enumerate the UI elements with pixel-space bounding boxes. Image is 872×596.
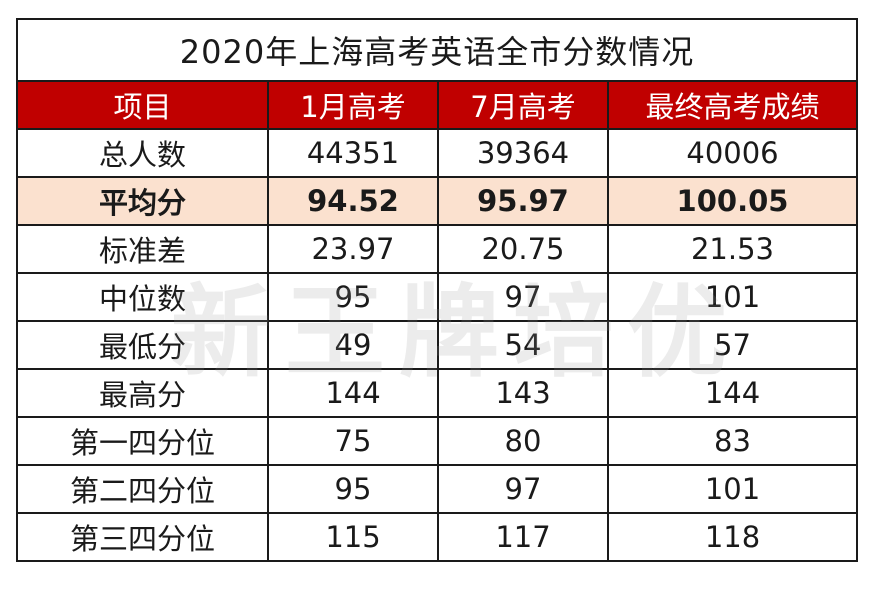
table-row: 中位数 95 97 101 <box>16 272 859 322</box>
cell-final: 144 <box>606 368 859 418</box>
cell-jan: 115 <box>267 512 439 562</box>
row-label: 第一四分位 <box>16 416 269 466</box>
cell-jan: 95 <box>267 272 439 322</box>
title-row: 2020年上海高考英语全市分数情况 <box>15 18 859 82</box>
cell-jul: 39364 <box>437 128 609 178</box>
row-label: 最高分 <box>16 368 269 418</box>
table-row: 平均分 94.52 95.97 100.05 <box>16 176 859 226</box>
row-label: 第三四分位 <box>16 512 269 562</box>
cell-final: 101 <box>606 272 859 322</box>
cell-jul: 97 <box>437 464 609 514</box>
row-label: 总人数 <box>16 128 269 178</box>
table-title: 2020年上海高考英语全市分数情况 <box>15 18 859 82</box>
table-row: 总人数 44351 39364 40006 <box>16 128 859 178</box>
cell-jan: 94.52 <box>267 176 439 226</box>
cell-jan: 75 <box>267 416 439 466</box>
score-table-container: 2020年上海高考英语全市分数情况 项目 1月高考 7月高考 最终高考成绩 总人… <box>15 18 859 580</box>
cell-final: 83 <box>606 416 859 466</box>
header-item: 项目 <box>16 80 269 130</box>
cell-final: 101 <box>606 464 859 514</box>
cell-jul: 143 <box>437 368 609 418</box>
cell-jan: 95 <box>267 464 439 514</box>
cell-final: 57 <box>606 320 859 370</box>
row-label: 平均分 <box>16 176 269 226</box>
header-final: 最终高考成绩 <box>606 80 859 130</box>
header-row: 项目 1月高考 7月高考 最终高考成绩 <box>16 80 859 130</box>
header-jan: 1月高考 <box>267 80 439 130</box>
score-table: 2020年上海高考英语全市分数情况 项目 1月高考 7月高考 最终高考成绩 总人… <box>15 18 859 562</box>
cell-jul: 20.75 <box>437 224 609 274</box>
cell-final: 118 <box>606 512 859 562</box>
cell-jan: 23.97 <box>267 224 439 274</box>
table-row: 第一四分位 75 80 83 <box>16 416 859 466</box>
cell-jan: 49 <box>267 320 439 370</box>
header-jul: 7月高考 <box>437 80 609 130</box>
row-label: 第二四分位 <box>16 464 269 514</box>
cell-jul: 54 <box>437 320 609 370</box>
cell-jan: 44351 <box>267 128 439 178</box>
cell-jul: 95.97 <box>437 176 609 226</box>
cell-final: 21.53 <box>606 224 859 274</box>
table-body: 2020年上海高考英语全市分数情况 项目 1月高考 7月高考 最终高考成绩 总人… <box>15 18 859 562</box>
cell-jan: 144 <box>267 368 439 418</box>
cell-final: 100.05 <box>606 176 859 226</box>
cell-jul: 97 <box>437 272 609 322</box>
cell-jul: 117 <box>437 512 609 562</box>
table-row: 最高分 144 143 144 <box>16 368 859 418</box>
row-label: 标准差 <box>16 224 269 274</box>
table-row: 第三四分位 115 117 118 <box>16 512 859 562</box>
cell-jul: 80 <box>437 416 609 466</box>
table-row: 标准差 23.97 20.75 21.53 <box>16 224 859 274</box>
row-label: 中位数 <box>16 272 269 322</box>
table-row: 第二四分位 95 97 101 <box>16 464 859 514</box>
table-row: 最低分 49 54 57 <box>16 320 859 370</box>
cell-final: 40006 <box>606 128 859 178</box>
row-label: 最低分 <box>16 320 269 370</box>
